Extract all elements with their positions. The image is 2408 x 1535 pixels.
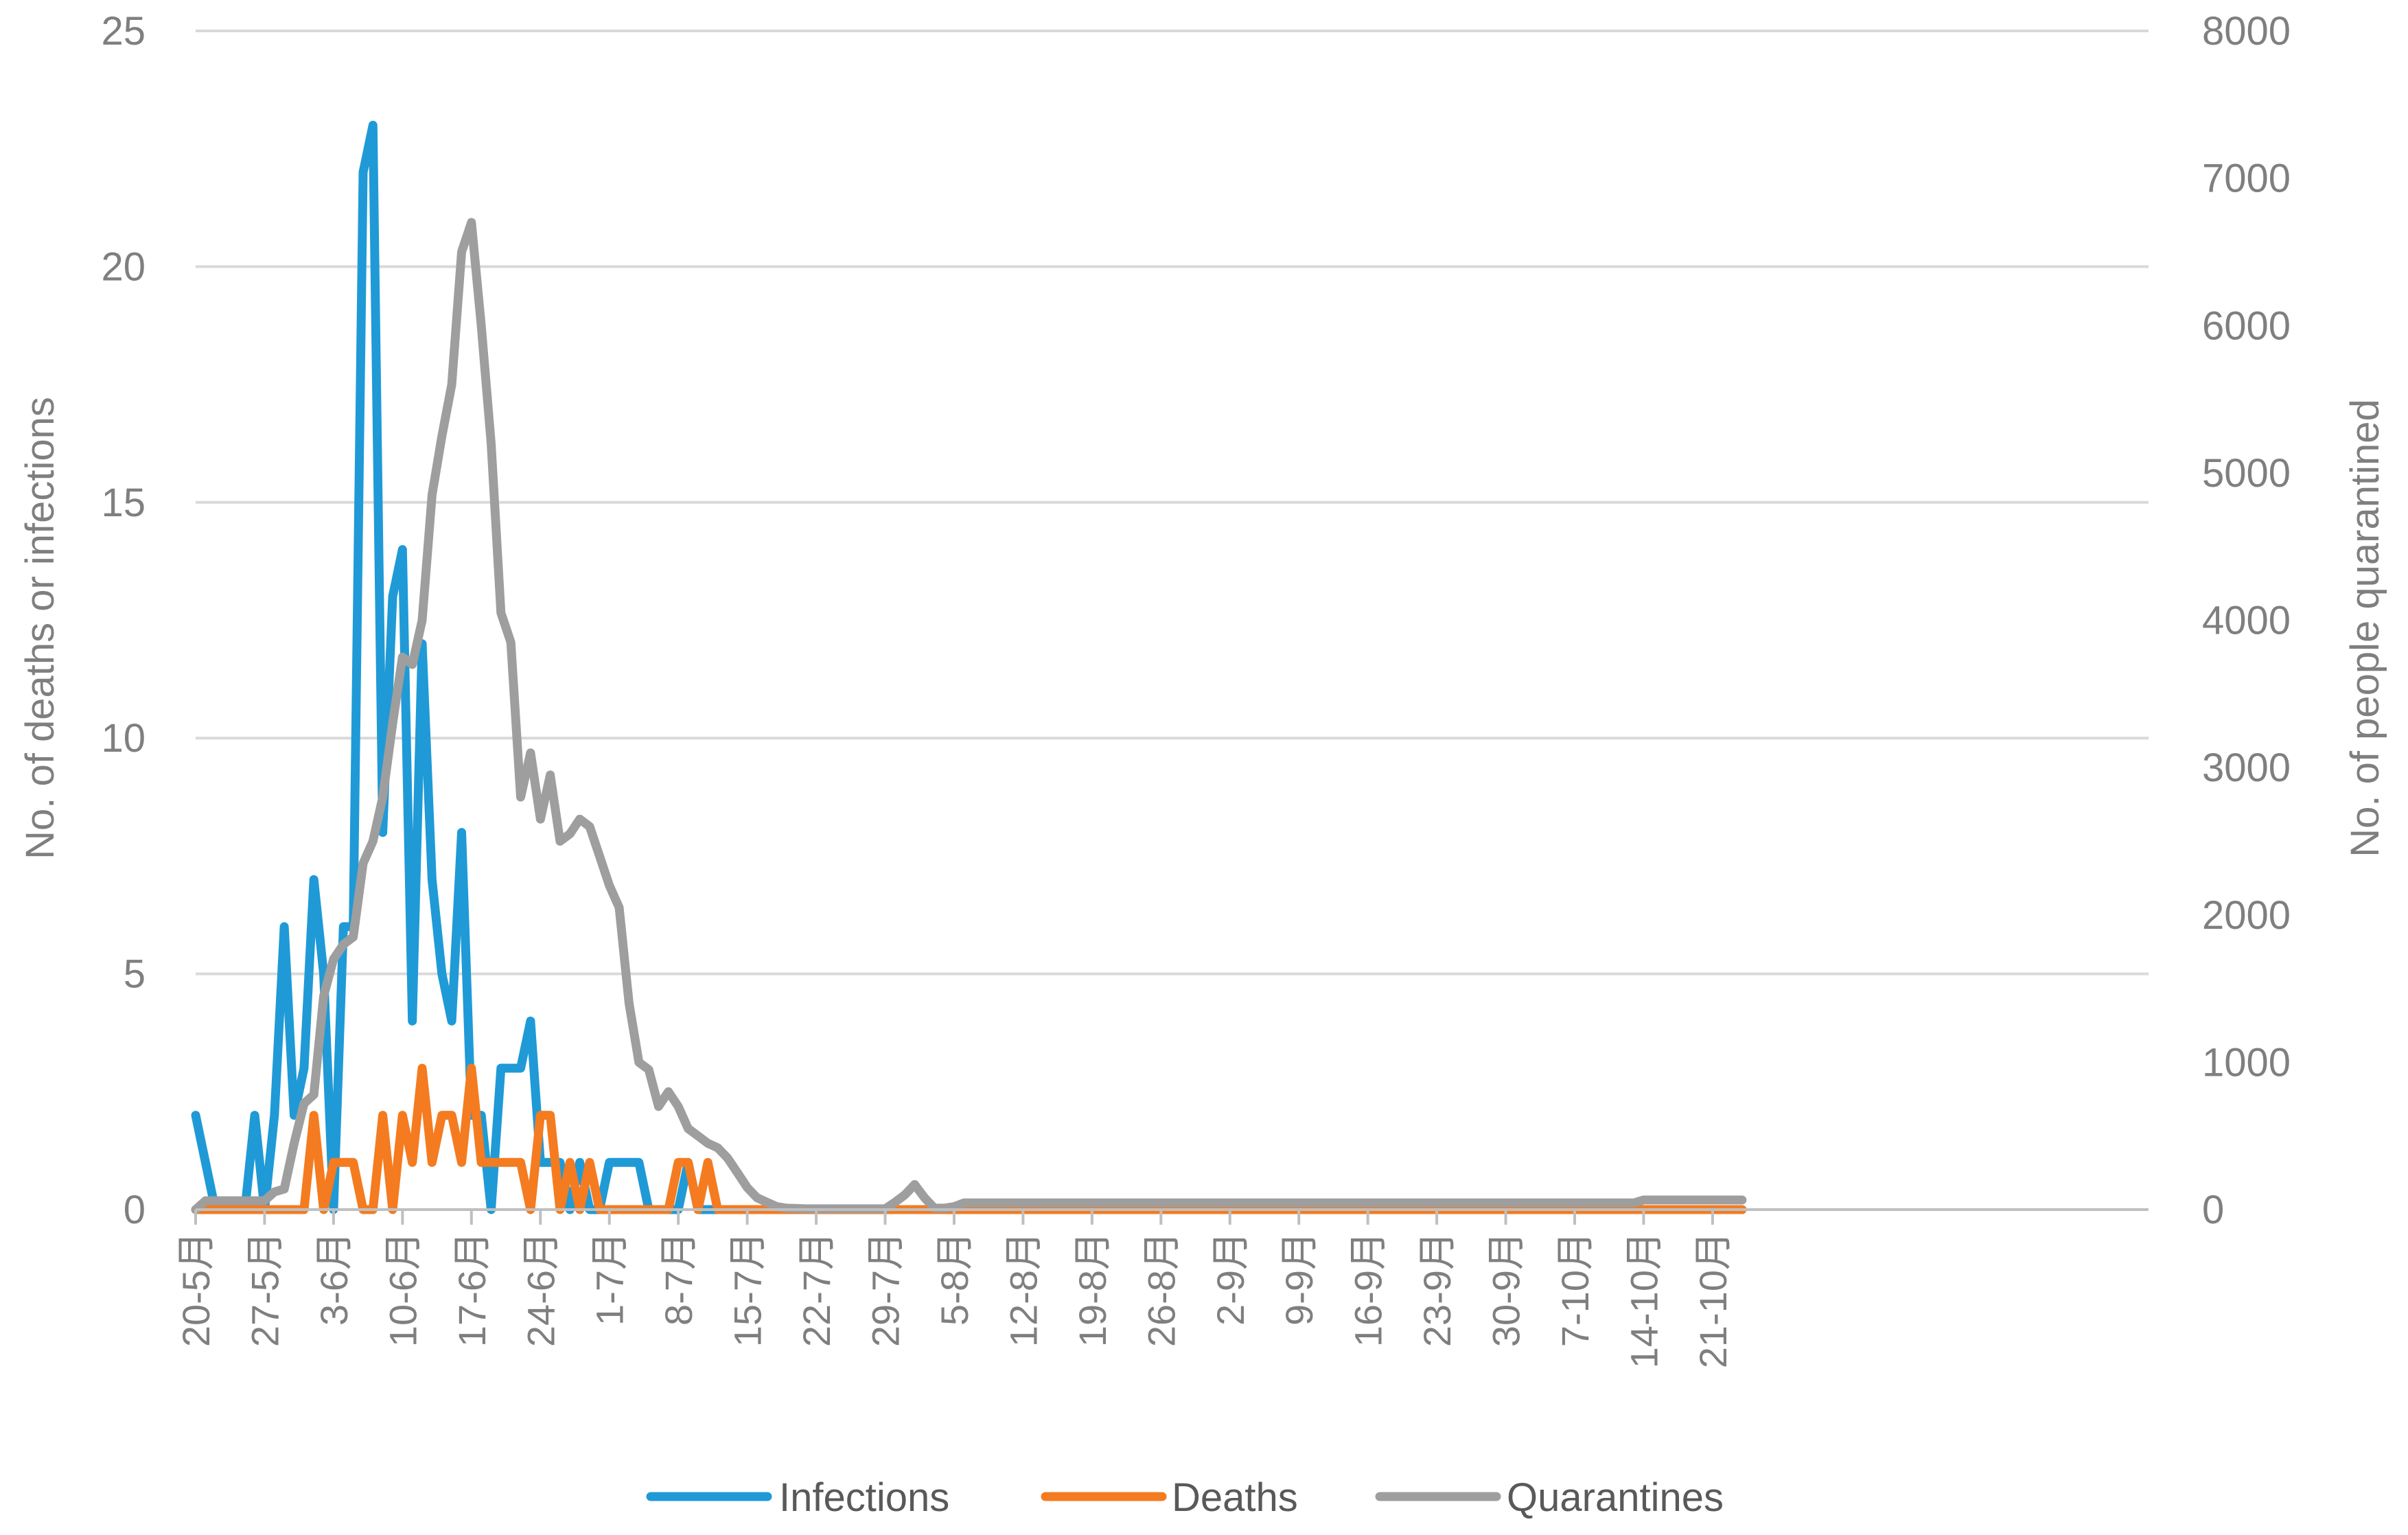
y-right-tick-label: 1000 [2202, 1040, 2291, 1085]
x-tick-label: 26-8月 [1139, 1232, 1183, 1347]
y-right-tick-label: 4000 [2202, 599, 2291, 643]
series-line-deaths [191, 1063, 1747, 1214]
y-right-tick-label: 5000 [2202, 451, 2291, 496]
x-tick-label: 15-7月 [726, 1232, 769, 1347]
x-tick-label: 7-10月 [1553, 1232, 1597, 1347]
y-left-tick-label: 15 [101, 481, 146, 525]
x-tick-label: 3-6月 [312, 1232, 356, 1326]
y-left-tick-label: 5 [124, 952, 146, 997]
y-right-axis-title: No. of people quarantined [2343, 399, 2387, 857]
x-tick-label: 30-9月 [1485, 1232, 1528, 1347]
x-tick-label: 21-10月 [1691, 1232, 1735, 1368]
x-tick-label: 10-6月 [381, 1232, 424, 1347]
y-left-axis-title: No. of deaths or infections [18, 397, 62, 859]
x-tick-label: 27-5月 [243, 1232, 286, 1347]
series-lines [191, 120, 1747, 1214]
y-left-tick-label: 0 [124, 1188, 146, 1232]
series-line-infections [191, 120, 1747, 1214]
y-right-tick-label: 7000 [2202, 157, 2291, 201]
x-tick-label: 14-10月 [1622, 1232, 1665, 1368]
y-right-tick-label: 2000 [2202, 893, 2291, 938]
y-right-tick-label: 6000 [2202, 303, 2291, 348]
x-tick-label: 23-9月 [1415, 1232, 1459, 1347]
axes: 0 5 10 15 20 25 0 1000 2000 3000 4000 5000 6000 7000 8… [101, 9, 2291, 1368]
x-tick-label: 24-6月 [519, 1232, 562, 1347]
x-tick-label: 5-8月 [933, 1232, 976, 1326]
x-tick-label: 20-5月 [174, 1232, 218, 1347]
y-right-tick-label: 0 [2202, 1188, 2224, 1232]
legend-label: Quarantines [1507, 1475, 1724, 1520]
legend-label: Deaths [1172, 1475, 1298, 1520]
legend-label: Infections [779, 1475, 949, 1520]
x-tick-label: 9-9月 [1277, 1232, 1321, 1326]
y-left-tick-label: 10 [101, 716, 146, 761]
x-tick-label: 1-7月 [588, 1232, 632, 1326]
x-tick-label: 2-9月 [1209, 1232, 1252, 1326]
y-right-tick-label: 3000 [2202, 746, 2291, 790]
y-left-tick-label: 20 [101, 244, 146, 289]
x-tick-label: 22-7月 [795, 1232, 838, 1347]
gridlines [196, 30, 2149, 1211]
x-tick-label: 29-7月 [864, 1232, 907, 1347]
x-tick-label: 8-7月 [657, 1232, 700, 1326]
x-tick-label: 17-6月 [450, 1232, 494, 1347]
x-tick-label: 19-8月 [1071, 1232, 1114, 1347]
x-tick-label: 12-8月 [1002, 1232, 1045, 1347]
x-tick-label: 16-9月 [1347, 1232, 1390, 1347]
y-left-tick-label: 25 [101, 9, 146, 54]
legend: Infections Deaths Quarantines [646, 1475, 1724, 1520]
y-right-tick-label: 8000 [2202, 9, 2291, 54]
